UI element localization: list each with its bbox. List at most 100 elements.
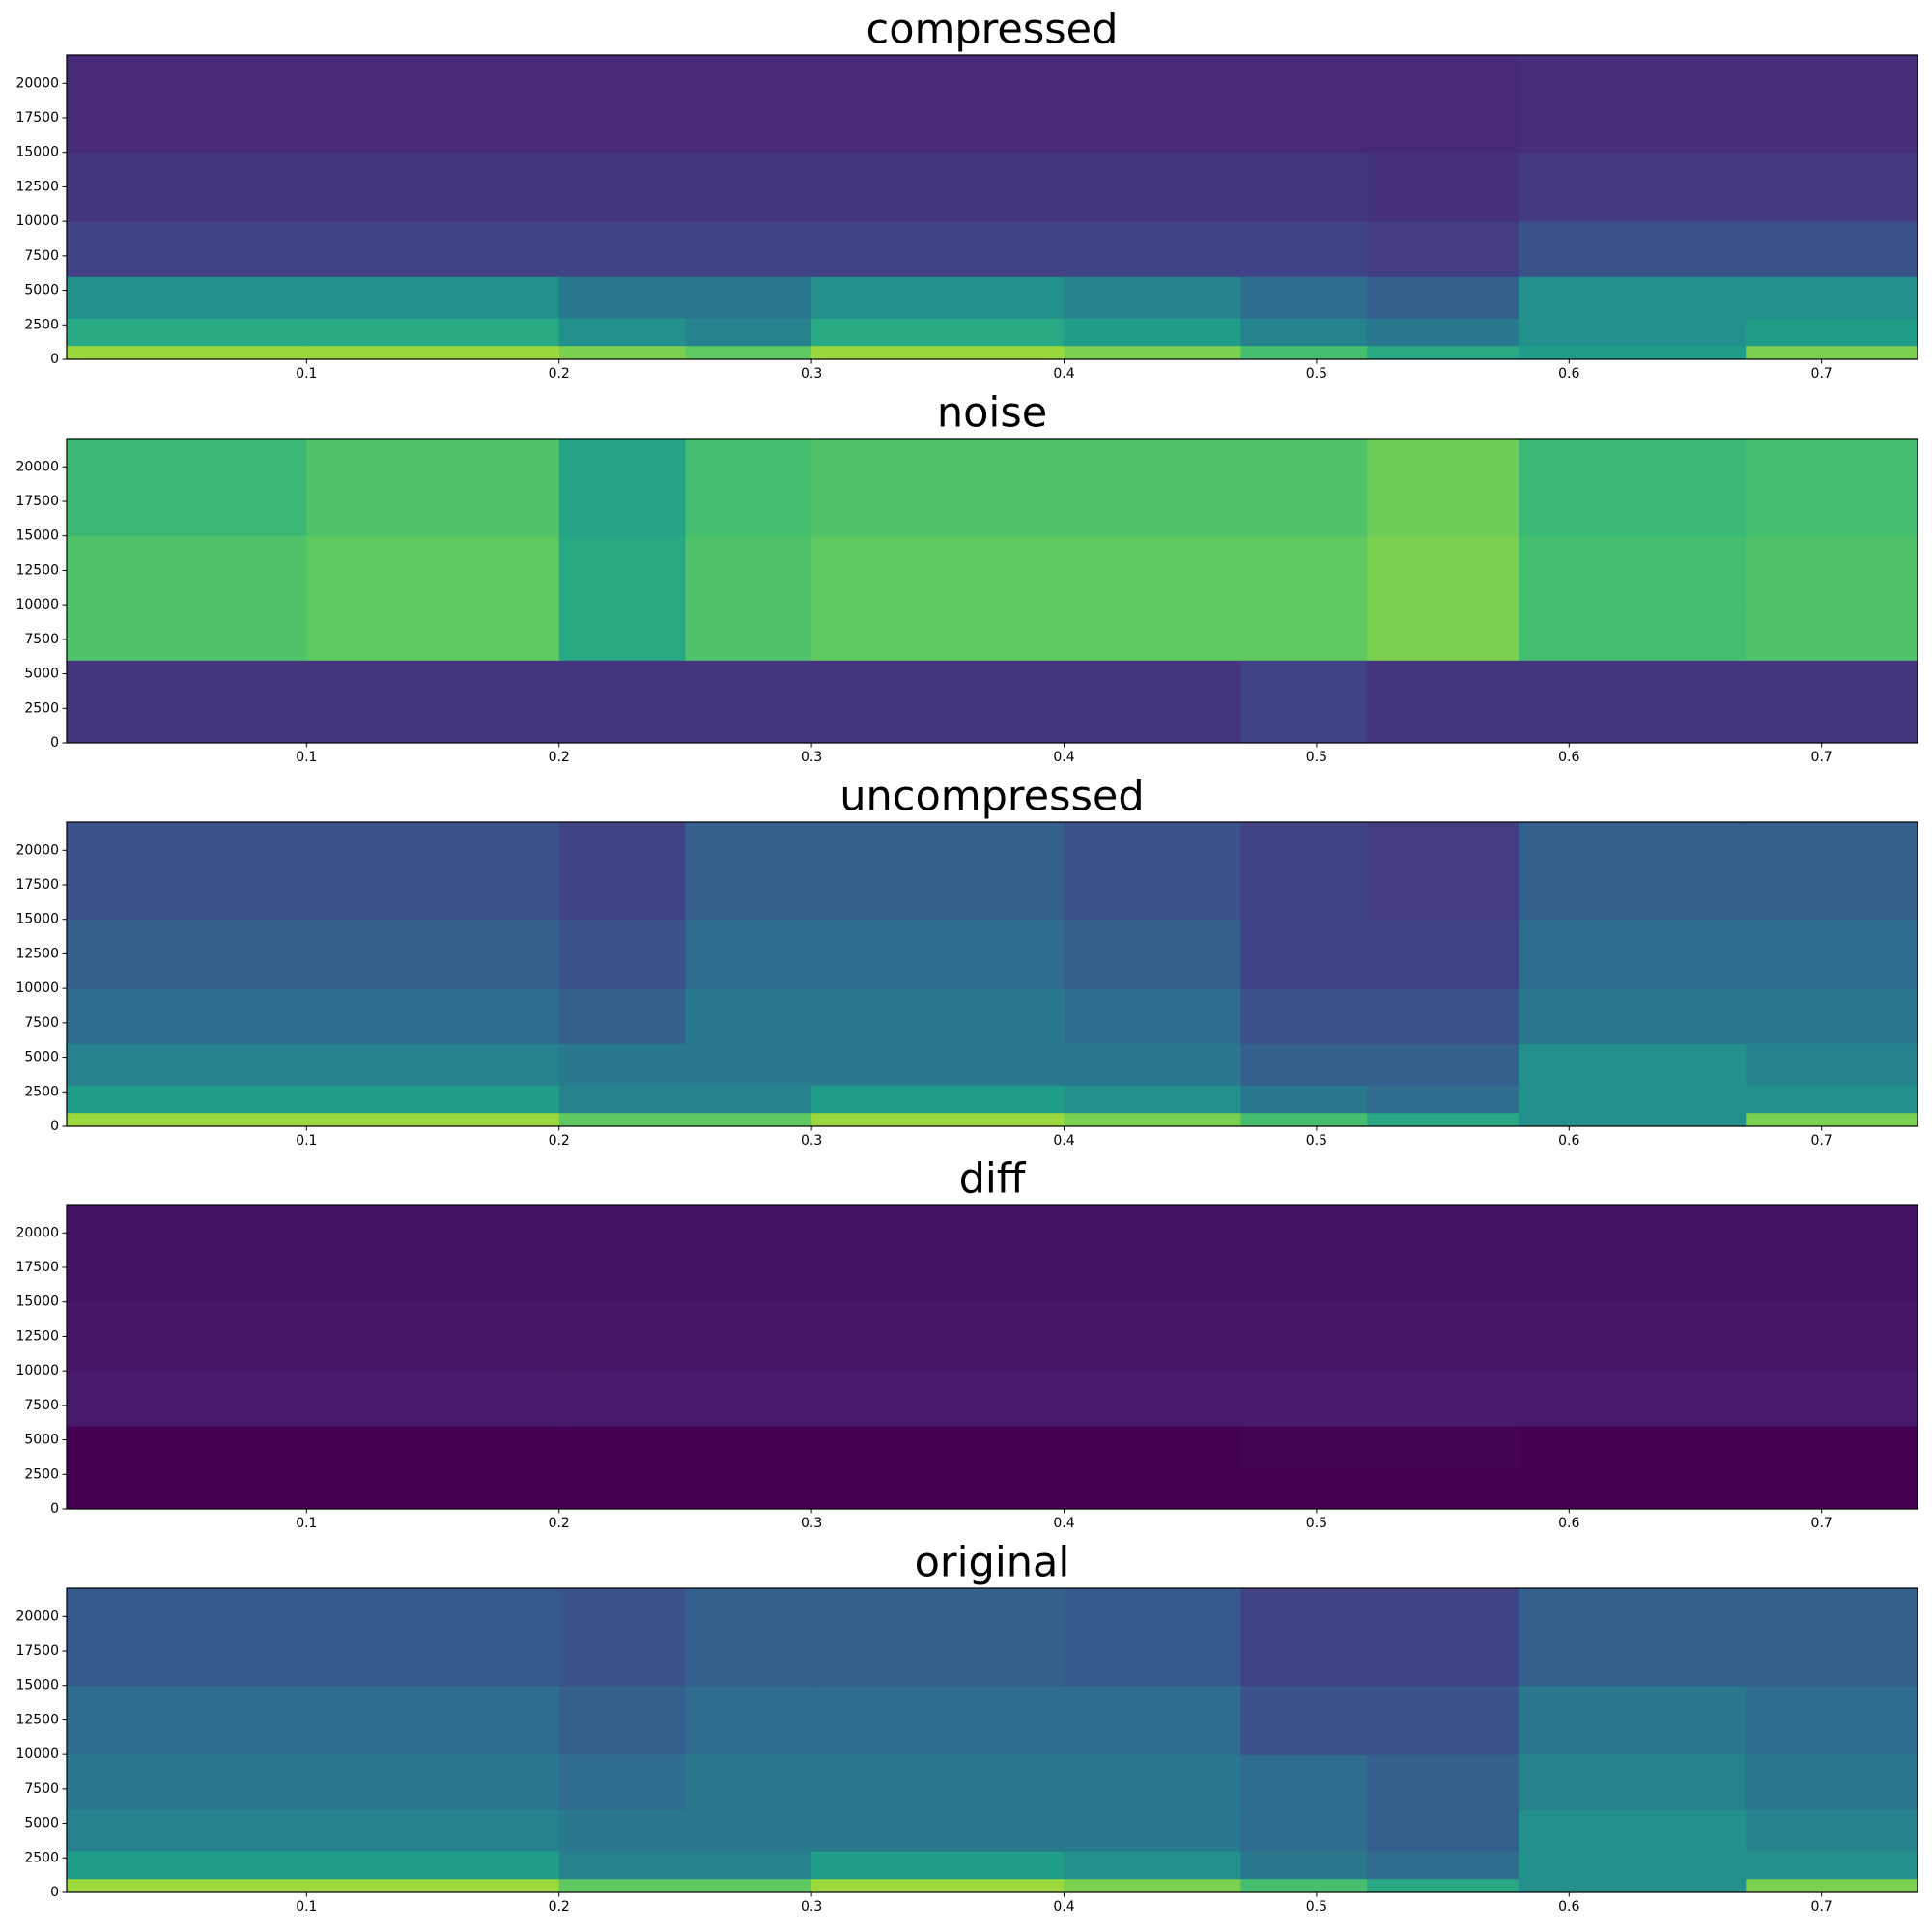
spectrogram-cell [558, 988, 686, 1044]
spectrogram-cell [1746, 1085, 1918, 1114]
spectrogram-cell [1746, 822, 1918, 921]
spectrogram-cell [1746, 1851, 1918, 1880]
spectrogram-cell [811, 1043, 1065, 1086]
spectrogram-cell [1746, 535, 1918, 606]
x-tick-label: 0.5 [1306, 1133, 1327, 1149]
spectrogram-cell [306, 1467, 560, 1496]
spectrogram-cell [685, 1851, 812, 1880]
spectrogram-cell [685, 1685, 812, 1755]
y-tick-label: 0 [50, 1119, 59, 1134]
spectrogram-cell [685, 1467, 812, 1496]
spectrogram-cell [1240, 1685, 1368, 1755]
spectrogram-cell [1367, 822, 1520, 921]
x-tick-label: 0.3 [801, 366, 822, 382]
spectrogram-cell [1367, 1685, 1520, 1755]
spectrogram-cell [1367, 1112, 1520, 1127]
y-tick-label: 7500 [24, 1398, 59, 1413]
spectrogram-cell [1064, 345, 1241, 360]
spectrogram-cell [1746, 1112, 1918, 1127]
spectrogram-cell [1367, 535, 1520, 606]
spectrogram-cell [306, 221, 560, 277]
spectrogram-cell [1064, 55, 1241, 154]
spectrogram-cell [1367, 988, 1520, 1044]
spectrogram-cell [811, 988, 1065, 1044]
spectrogram-cell [685, 1043, 812, 1086]
spectrogram-cell [67, 439, 307, 537]
y-tick-label: 2500 [24, 1850, 59, 1865]
spectrogram-cell [1746, 605, 1918, 661]
y-tick-label: 2500 [24, 1084, 59, 1099]
spectrogram-cell [558, 1878, 686, 1893]
spectrogram-cell [1746, 221, 1918, 277]
spectrogram-cell [1519, 1588, 1747, 1687]
spectrogram-cell [1064, 318, 1241, 347]
y-tick-label: 5000 [24, 667, 59, 682]
spectrogram-cell [1064, 1301, 1241, 1372]
spectrogram-cell [67, 535, 307, 606]
axes-frame [66, 1587, 1918, 1893]
spectrogram-cell [67, 1085, 307, 1114]
spectrogram-cell [685, 345, 812, 360]
y-tick-label: 15000 [15, 528, 59, 544]
spectrogram-cell [1519, 345, 1747, 360]
spectrogram-cell [67, 276, 307, 319]
spectrogram-cell [1519, 1851, 1747, 1880]
spectrogram-cell [67, 1809, 307, 1852]
spectrogram-cell [1064, 1494, 1241, 1510]
spectrogram-cell [558, 1301, 686, 1372]
spectrogram-cell [1367, 1426, 1520, 1468]
y-tick-label: 0 [50, 352, 59, 367]
y-tick-label: 7500 [24, 1015, 59, 1031]
spectrogram-cell [1240, 1809, 1368, 1852]
spectrogram-cell [811, 660, 1065, 702]
spectrogram-cell [558, 535, 686, 606]
spectrogram-cell [558, 55, 686, 154]
spectrogram-cell [306, 1112, 560, 1127]
x-tick-label: 0.1 [296, 1516, 317, 1531]
spectrogram-cell [1240, 1043, 1368, 1086]
x-tick-label: 0.7 [1811, 1133, 1833, 1149]
spectrogram-cell [306, 535, 560, 606]
spectrogram-cell [1240, 1371, 1368, 1427]
spectrogram-cell [67, 152, 307, 222]
spectrogram-cell [811, 152, 1065, 222]
spectrogram-cell [685, 55, 812, 154]
spectrogram-cell [1240, 1494, 1368, 1510]
spectrogram-cell [811, 1809, 1065, 1852]
spectrogram-cell [1240, 728, 1368, 744]
spectrogram-cell [1064, 535, 1241, 606]
y-tick-label: 12500 [15, 946, 59, 961]
chart-title: diff [959, 1155, 1027, 1204]
spectrogram-cell [306, 1754, 560, 1810]
axes-frame [66, 438, 1918, 744]
y-tick-label: 17500 [15, 110, 59, 126]
spectrogram-cell [1240, 55, 1368, 154]
spectrogram-cell [1519, 1301, 1747, 1372]
spectrogram-cell [558, 1043, 686, 1086]
spectrogram-cell [1240, 1588, 1368, 1687]
spectrogram-cell [811, 1754, 1065, 1810]
spectrogram-cell [1519, 1085, 1747, 1114]
spectrogram-cell [1240, 439, 1368, 537]
spectrogram-cell [67, 1588, 307, 1687]
spectrogram-cell [1064, 1809, 1241, 1852]
spectrogram-cell [306, 1588, 560, 1687]
spectrogram-cell [1064, 276, 1241, 319]
spectrogram-cell [67, 1112, 307, 1127]
spectrogram-cell [811, 1426, 1065, 1468]
spectrogram-cell [1519, 535, 1747, 606]
spectrogram-cell [306, 701, 560, 730]
spectrogram-cell [306, 1426, 560, 1468]
spectrogram-cell [685, 1371, 812, 1427]
spectrogram-cell [1367, 1494, 1520, 1510]
y-tick-label: 17500 [15, 1260, 59, 1275]
y-tick-label: 20000 [15, 75, 59, 91]
x-tick-label: 0.7 [1811, 1899, 1833, 1915]
spectrogram-cell [558, 276, 686, 319]
spectrogram-cell [1240, 345, 1368, 360]
spectrogram-cell [1240, 988, 1368, 1044]
x-tick-label: 0.5 [1306, 1899, 1327, 1915]
spectrogram-cell [685, 1809, 812, 1852]
spectrogram-cell [811, 1371, 1065, 1427]
y-tick-label: 5000 [24, 1050, 59, 1065]
